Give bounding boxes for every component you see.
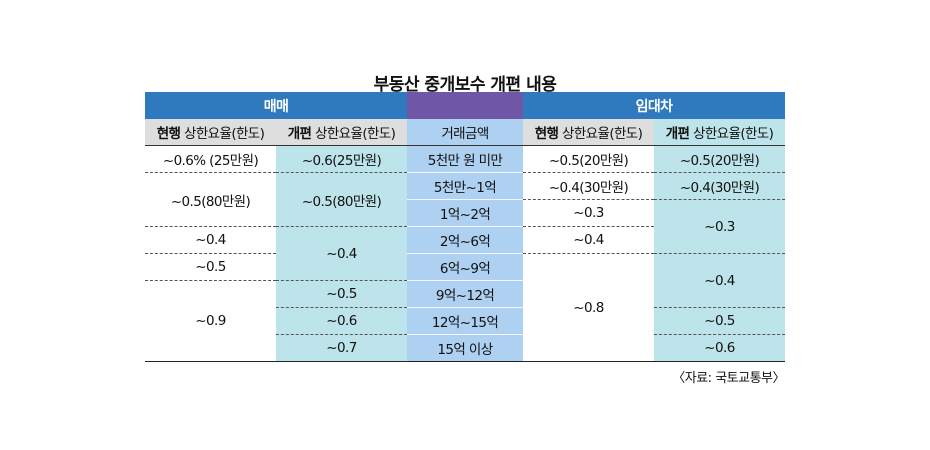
sale-current-cell: ~0.4 — [145, 226, 276, 254]
sale-reform-cell: ~0.6(25만원) — [276, 145, 407, 173]
table-row: ~0.5(80만원) ~0.5(80만원) 5천만~1억 ~0.4(30만원) … — [145, 172, 785, 227]
lease-reform-cell: ~0.3 — [654, 199, 785, 254]
header-current-prefix: 현행 — [156, 126, 181, 142]
sale-current-cell: ~0.9 — [145, 280, 276, 362]
sale-reform-cell: ~0.5(80만원) — [276, 172, 407, 227]
amount-cell: 9억~12억 — [407, 280, 523, 308]
group-header-row: 매매 임대차 — [145, 92, 785, 119]
lease-current-cell: ~0.4(30만원) — [523, 172, 654, 200]
brokerage-fee-table: 매매 임대차 현행 상한요율(한도) 개편 상한요율(한도) 거래금액 현행 상… — [145, 92, 785, 362]
lease-current-cell: ~0.3 — [523, 199, 654, 227]
sale-reform-cell: ~0.6 — [276, 307, 407, 335]
lease-reform-cell: ~0.5 — [654, 307, 785, 335]
lease-current-cell: ~0.5(20만원) — [523, 145, 654, 173]
header-rate-cap: 상한요율(한도) — [180, 126, 265, 142]
column-header-row: 현행 상한요율(한도) 개편 상한요율(한도) 거래금액 현행 상한요율(한도)… — [145, 119, 785, 146]
header-rate-cap: 상한요율(한도) — [311, 126, 396, 142]
sale-current-cell: ~0.5 — [145, 253, 276, 281]
source-note: 〈자료: 국토교통부〉 — [672, 371, 785, 386]
sale-reform-cell: ~0.7 — [276, 334, 407, 362]
amount-cell: 5천만 원 미만 — [407, 145, 523, 173]
header-sale-reform: 개편 상한요율(한도) — [276, 119, 407, 146]
sale-reform-cell: ~0.5 — [276, 280, 407, 308]
group-sale: 매매 — [145, 92, 407, 119]
header-lease-current: 현행 상한요율(한도) — [523, 119, 654, 146]
lease-current-cell: ~0.8 — [523, 253, 654, 362]
header-amount: 거래금액 — [407, 119, 523, 146]
amount-cell: 1억~2억 — [407, 199, 523, 227]
lease-current-cell: ~0.4 — [523, 226, 654, 254]
amount-cell: 5천만~1억 — [407, 172, 523, 200]
header-rate-cap: 상한요율(한도) — [689, 126, 774, 142]
sale-current-cell: ~0.6% (25만원) — [145, 145, 276, 173]
lease-reform-cell: ~0.4 — [654, 253, 785, 308]
amount-cell: 12억~15억 — [407, 307, 523, 335]
table-row: ~0.7 15억 이상 ~0.6 — [145, 334, 785, 362]
table-title: 부동산 중개보수 개편 내용 — [373, 75, 557, 95]
table-row: ~0.9 ~0.5 9억~12억 — [145, 280, 785, 362]
table-row: ~0.6% (25만원) ~0.6(25만원) 5천만 원 미만 ~0.5(20… — [145, 145, 785, 173]
table-row: 1억~2억 ~0.3 ~0.3 — [145, 199, 785, 254]
header-reform-prefix: 개편 — [665, 126, 690, 142]
group-amount-spacer — [407, 92, 523, 119]
table-row: ~0.5 6억~9억 ~0.8 ~0.4 — [145, 253, 785, 362]
sale-current-cell: ~0.5(80만원) — [145, 172, 276, 227]
table-row: ~0.6 12억~15억 ~0.5 — [145, 307, 785, 335]
header-reform-prefix: 개편 — [287, 126, 312, 142]
sale-reform-cell: ~0.4 — [276, 226, 407, 281]
lease-reform-cell: ~0.5(20만원) — [654, 145, 785, 173]
amount-cell: 6억~9억 — [407, 253, 523, 281]
header-sale-current: 현행 상한요율(한도) — [145, 119, 276, 146]
header-lease-reform: 개편 상한요율(한도) — [654, 119, 785, 146]
amount-cell: 15억 이상 — [407, 334, 523, 362]
amount-cell: 2억~6억 — [407, 226, 523, 254]
lease-reform-cell: ~0.6 — [654, 334, 785, 362]
header-rate-cap: 상한요율(한도) — [558, 126, 643, 142]
lease-reform-cell: ~0.4(30만원) — [654, 172, 785, 200]
header-current-prefix: 현행 — [534, 126, 559, 142]
table-row: ~0.4 ~0.4 2억~6억 ~0.4 — [145, 226, 785, 281]
group-lease: 임대차 — [523, 92, 785, 119]
